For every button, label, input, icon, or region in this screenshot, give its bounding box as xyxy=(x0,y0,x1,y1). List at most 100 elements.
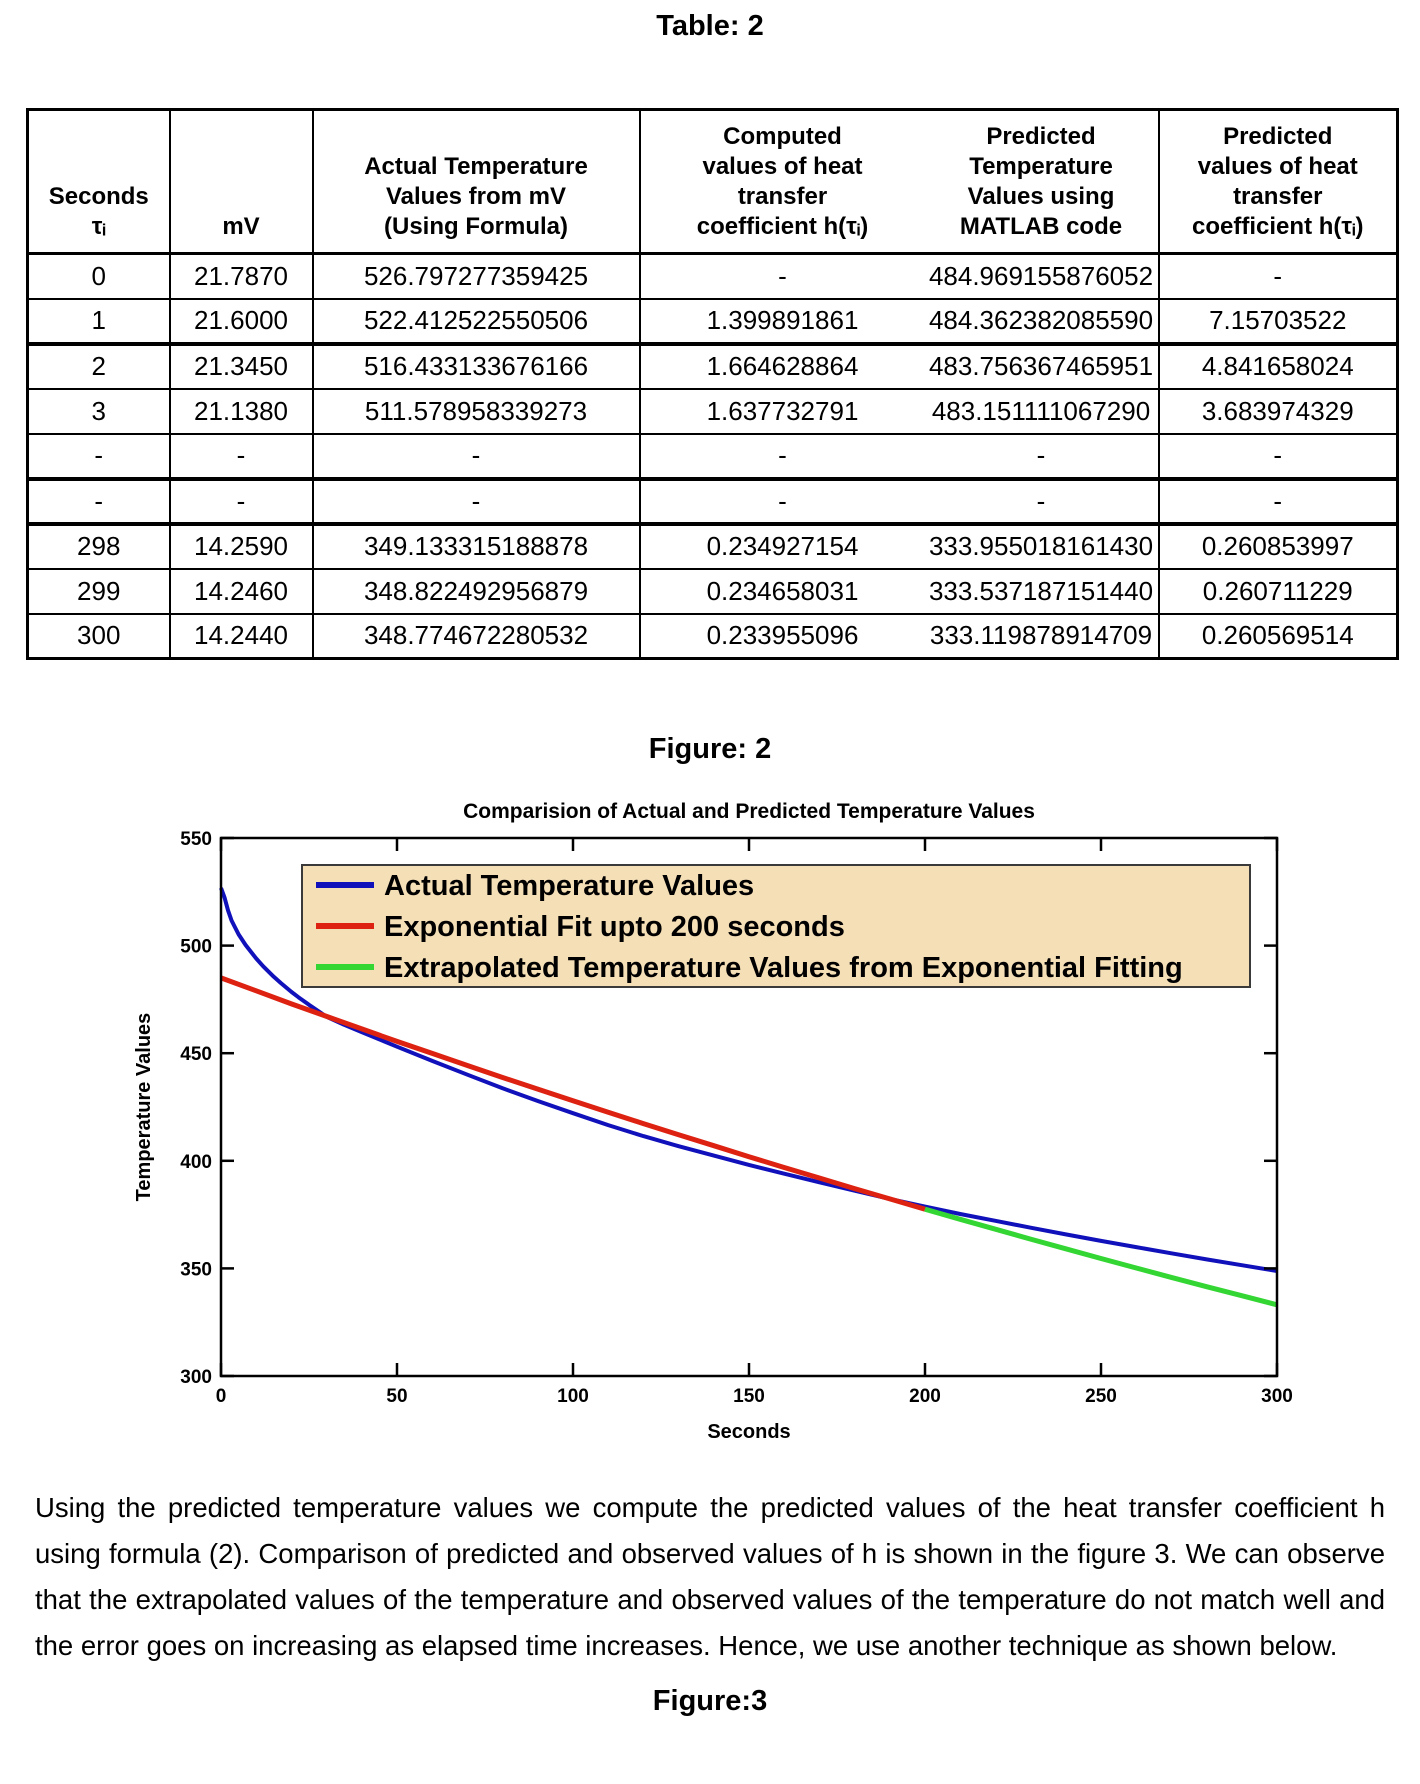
table-row: 2 21.3450 516.433133676166 1.664628864 483.7… xyxy=(26,342,1399,390)
series-line-actual-temperature-values xyxy=(219,887,1278,1273)
x-tick-label: 200 xyxy=(909,1386,941,1407)
table-cell: 21.7870 xyxy=(168,252,314,300)
legend-label: Exponential Fit upto 200 seconds xyxy=(384,911,845,943)
y-tick-label: 350 xyxy=(180,1259,212,1280)
table-cell: 21.6000 xyxy=(168,297,314,346)
y-tick-label: 550 xyxy=(180,829,212,850)
table-cell: 0.260853997 xyxy=(1157,522,1399,570)
table-body: 0 21.7870 526.797277359425-484.96915587605… xyxy=(26,252,1399,660)
table-cell: 333.119878914709 xyxy=(923,612,1160,660)
table-cell: 1.637732791 xyxy=(638,387,925,435)
table-cell: 21.3450 xyxy=(168,342,314,390)
table-row: 299 14.2460 348.822492956879 0.234658031 333… xyxy=(26,567,1399,615)
table-cell: 7.15703522 xyxy=(1157,297,1399,346)
table-row: ------ xyxy=(26,432,1399,481)
table-cell: - xyxy=(168,477,314,526)
table-cell: - xyxy=(638,252,925,300)
table-cell: 1.399891861 xyxy=(638,297,925,346)
table-cell: - xyxy=(1157,432,1399,481)
table-cell: 522.412522550506 xyxy=(311,297,641,346)
table-cell: 298 xyxy=(26,522,171,570)
table-row: 300 14.2440 348.774672280532 0.233955096 333… xyxy=(26,612,1399,660)
table-cell: 21.1380 xyxy=(168,387,314,435)
series-line-exponential-fit-upto-200-seconds xyxy=(220,975,926,1212)
table-cell: - xyxy=(1157,477,1399,526)
table-cell: 1.664628864 xyxy=(638,342,925,390)
col-header-seconds: Seconds τᵢ xyxy=(26,108,171,255)
legend-box xyxy=(301,864,1251,988)
table-row: 3 21.1380 511.578958339273 1.637732791 483.1… xyxy=(26,387,1399,435)
table-cell: 0.234658031 xyxy=(638,567,925,615)
table-cell: 511.578958339273 xyxy=(311,387,641,435)
table-cell: 0.234927154 xyxy=(638,522,925,570)
table-cell: - xyxy=(26,432,171,481)
x-tick-label: 50 xyxy=(386,1386,407,1407)
x-tick-label: 300 xyxy=(1261,1386,1293,1407)
temperature-chart: 0 50 100 150 200 250 300 300 350 400 450 500 550 Comp… xyxy=(133,800,1293,1443)
table-row: 0 21.7870 526.797277359425-484.96915587605… xyxy=(26,252,1399,300)
table-cell: 484.969155876052 xyxy=(923,252,1160,300)
table-cell: 3 xyxy=(26,387,171,435)
x-tick-label: 0 xyxy=(216,1386,227,1407)
table-cell: 483.756367465951 xyxy=(923,342,1160,390)
table-cell: 484.362382085590 xyxy=(923,297,1160,346)
figure3-caption: Figure:3 xyxy=(652,1685,768,1717)
figure2-chart-area: 0 50 100 150 200 250 300 300 350 400 450 500 550 Comp… xyxy=(0,783,1420,1483)
x-tick-label: 100 xyxy=(557,1386,589,1407)
table-cell: 0.260569514 xyxy=(1157,612,1399,660)
table-cell: 333.955018161430 xyxy=(923,522,1160,570)
table-cell: 526.797277359425 xyxy=(311,252,641,300)
series-line-extrapolated-temperature-values-from-exponential-fitting xyxy=(924,1206,1278,1308)
table-cell: 349.133315188878 xyxy=(311,522,641,570)
table-cell: 0 xyxy=(26,252,171,300)
table-cell: - xyxy=(26,477,171,526)
figure2-caption: Figure: 2 xyxy=(648,733,772,765)
y-tick-label: 450 xyxy=(180,1044,212,1065)
table-header-row: Seconds τᵢ mV Actual Temperature Values … xyxy=(26,108,1399,255)
table-cell: 333.537187151440 xyxy=(923,567,1160,615)
legend-label: Extrapolated Temperature Values from Exp… xyxy=(384,952,1183,984)
col-header-mv: mV xyxy=(168,108,314,255)
x-axis-label: Seconds xyxy=(707,1421,790,1443)
table-caption: Table: 2 xyxy=(656,10,764,42)
col-header-predicted-temp: Predicted Temperature Values using MATLA… xyxy=(923,108,1160,255)
table-cell: - xyxy=(638,432,925,481)
y-tick-label: 500 xyxy=(180,937,212,958)
table-header: Seconds τᵢ mV Actual Temperature Values … xyxy=(26,108,1399,255)
table-row: 298 14.2590 349.133315188878 0.234927154 333… xyxy=(26,522,1399,570)
table-cell: 516.433133676166 xyxy=(311,342,641,390)
table-cell: 14.2440 xyxy=(168,612,314,660)
chart-title: Comparision of Actual and Predicted Temp… xyxy=(463,800,1035,823)
col-header-actual-temperature: Actual Temperature Values from mV (Using… xyxy=(311,108,641,255)
y-tick-label: 400 xyxy=(180,1152,212,1173)
table-cell: 348.822492956879 xyxy=(311,567,641,615)
document-page: Table: 2 Seconds τᵢ mV Actual Temperatur… xyxy=(0,10,1420,1717)
col-header-predicted-h: Predicted values of heat transfer coeffi… xyxy=(1157,108,1399,255)
y-tick-label: 300 xyxy=(180,1367,212,1388)
table-cell: 348.774672280532 xyxy=(311,612,641,660)
y-axis-label: Temperature Values xyxy=(133,1013,155,1202)
table-cell: 300 xyxy=(26,612,171,660)
body-paragraph: Using the predicted temperature values w… xyxy=(35,1492,1385,1661)
table-cell: 299 xyxy=(26,567,171,615)
table-cell: 483.151111067290 xyxy=(923,387,1160,435)
col-header-computed-h: Computed values of heat transfer coeffic… xyxy=(638,108,925,255)
table-cell: - xyxy=(311,432,641,481)
table-cell: - xyxy=(923,477,1160,526)
table-cell: - xyxy=(311,477,641,526)
data-table: Seconds τᵢ mV Actual Temperature Values … xyxy=(26,108,1399,660)
table-cell: 3.683974329 xyxy=(1157,387,1399,435)
table-cell: 14.2590 xyxy=(168,522,314,570)
table-cell: 14.2460 xyxy=(168,567,314,615)
table-cell: - xyxy=(638,477,925,526)
table-row: ------ xyxy=(26,477,1399,526)
table-cell: 4.841658024 xyxy=(1157,342,1399,390)
table-row: 1 21.6000 522.412522550506 1.399891861 484.3… xyxy=(26,297,1399,346)
table-cell: - xyxy=(923,432,1160,481)
table-cell: 1 xyxy=(26,297,171,346)
table-cell: - xyxy=(168,432,314,481)
table-cell: 2 xyxy=(26,342,171,390)
x-tick-label: 250 xyxy=(1085,1386,1117,1407)
x-tick-label: 150 xyxy=(733,1386,765,1407)
table-cell: 0.233955096 xyxy=(638,612,925,660)
